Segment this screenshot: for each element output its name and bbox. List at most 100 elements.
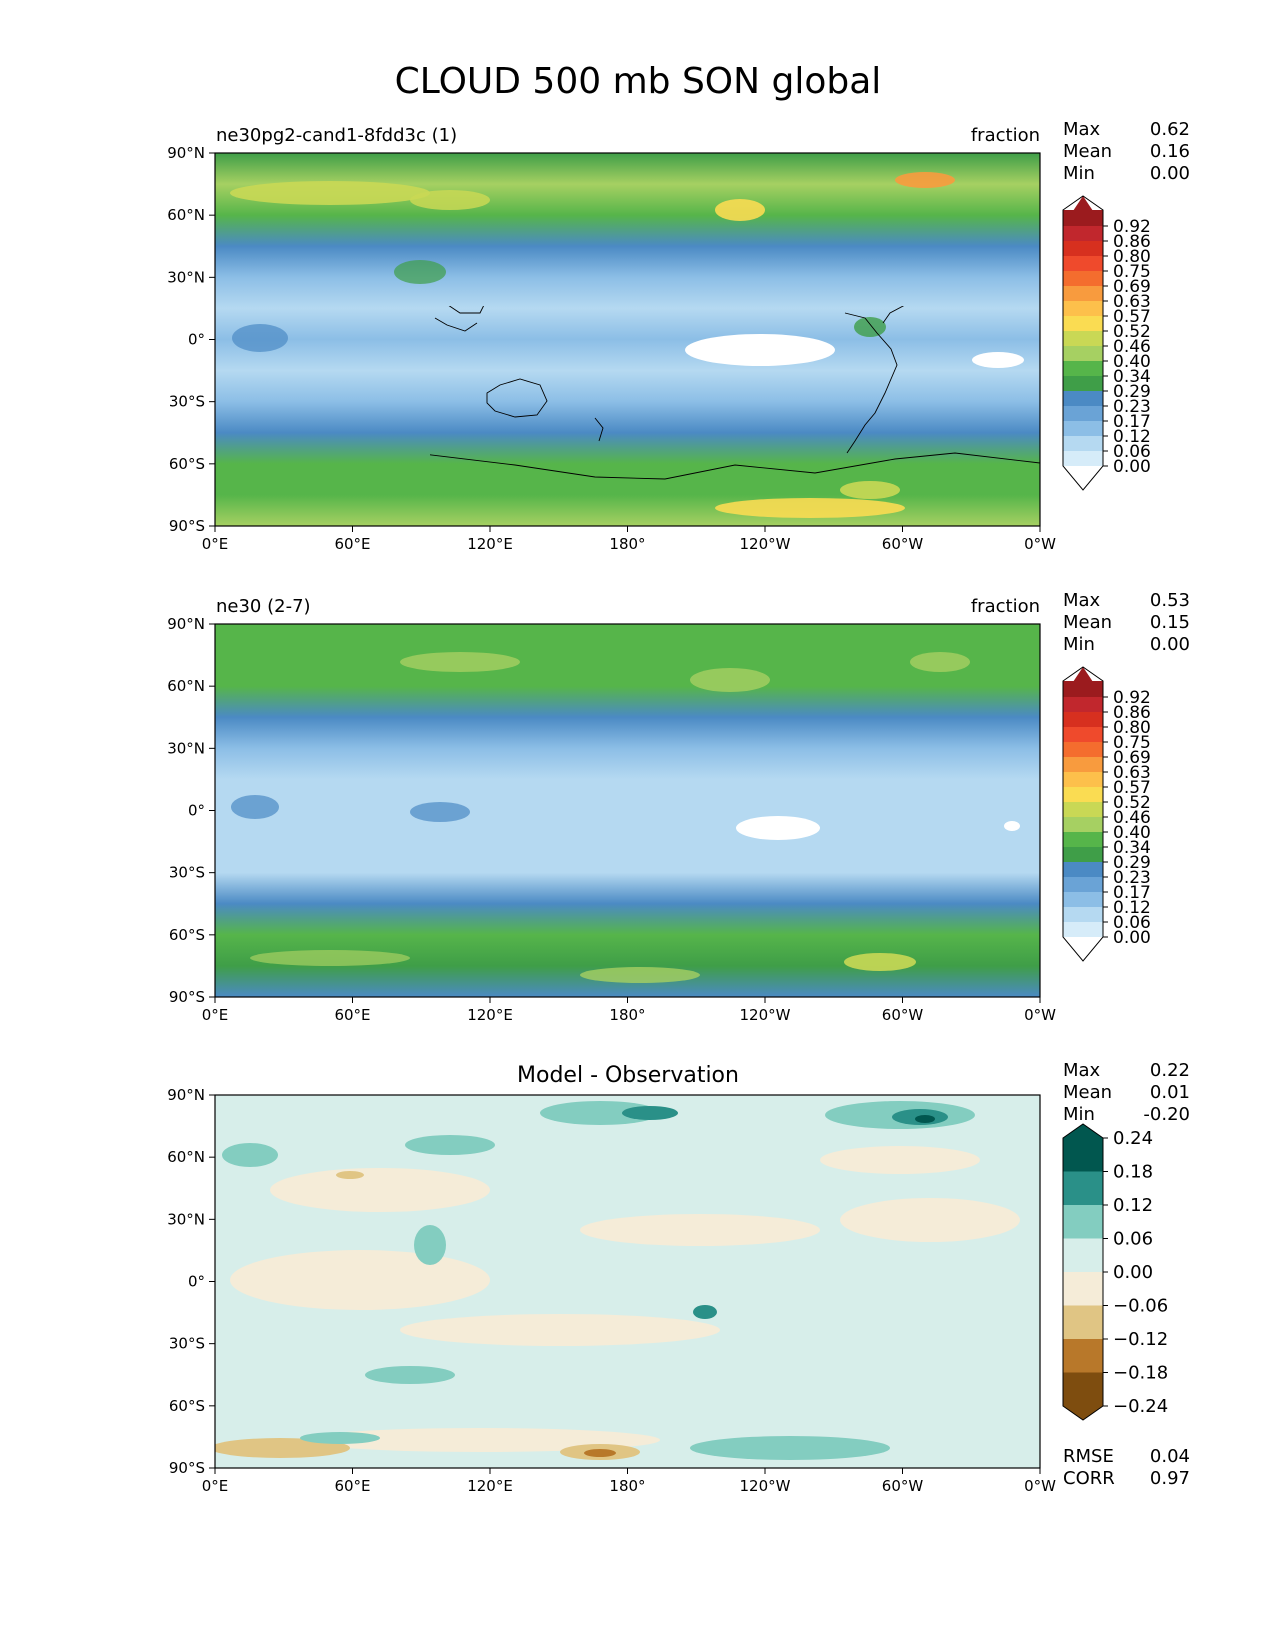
clear-patch [1004, 821, 1020, 831]
neg-patch [215, 1438, 350, 1458]
x-tick-label: 60°E [334, 535, 370, 553]
colorbar-label: 0.12 [1113, 1195, 1153, 1216]
colorbar-bin [1063, 742, 1103, 758]
colorbar-bin [1063, 226, 1103, 242]
colorbar-label: 0.23 [1113, 868, 1151, 888]
cloud-patch [844, 953, 916, 971]
panel-reference-features [231, 652, 1020, 983]
colorbar-bin [1063, 757, 1103, 773]
colorbar-bin [1063, 421, 1103, 437]
pos-patch [915, 1115, 935, 1123]
y-tick-label: 30°S [169, 864, 205, 882]
x-tick-label: 60°E [334, 1006, 370, 1024]
pos-patch [540, 1101, 660, 1125]
colorbar-label: 0.69 [1113, 277, 1151, 297]
colorbar-bin [1063, 391, 1103, 407]
colorbar-bin [1063, 301, 1103, 317]
coastlines [430, 306, 1041, 480]
colorbar-bin [1063, 1138, 1103, 1172]
cloud-patch [715, 498, 905, 518]
colorbar-label: 0.75 [1113, 733, 1151, 753]
stat-value: 0.16 [1150, 141, 1190, 162]
neg-patch [820, 1146, 980, 1174]
colorbar-bin [1063, 772, 1103, 788]
neg-patch [336, 1171, 364, 1179]
panel-model-title: ne30pg2-cand1-8fdd3c (1) [216, 125, 457, 146]
cloud-patch [910, 652, 970, 672]
colorbar-label: 0.57 [1113, 307, 1151, 327]
pos-patch [365, 1366, 455, 1384]
x-tick-label: 0°E [202, 1006, 229, 1024]
colorbar-bin [1063, 1272, 1103, 1306]
neg-patch [300, 1428, 660, 1452]
x-tick-label: 60°E [334, 1477, 370, 1495]
colorbar-label: 0.06 [1113, 913, 1151, 933]
neg-patch [584, 1449, 616, 1457]
colorbar-bin [1063, 241, 1103, 257]
panel-reference-field [215, 624, 1040, 997]
colorbar-label: 0.57 [1113, 778, 1151, 798]
cloud-patch [854, 317, 886, 337]
y-tick-label: 30°S [169, 393, 205, 411]
pos-patch [693, 1305, 717, 1319]
panel-difference-axes: 0°E 60°E 120°E 180° 120°W 60°W 0°W 90°N 60°N 30°N… [167, 1086, 1056, 1495]
pos-patch [300, 1432, 380, 1444]
colorbar-bin [1063, 256, 1103, 272]
pos-patch [405, 1135, 495, 1155]
cloud-patch [715, 199, 765, 221]
y-tick-label: 60°S [169, 1397, 205, 1415]
colorbar-bin [1063, 1205, 1103, 1239]
x-tick-label: 120°W [740, 1006, 791, 1024]
x-tick-label: 120°E [467, 1006, 513, 1024]
colorbar-label: 0.92 [1113, 217, 1151, 237]
panel-reference-stats: Max 0.53 Mean 0.15 Min 0.00 [1063, 590, 1190, 655]
extra-stat-label: RMSE [1063, 1446, 1114, 1467]
x-tick-label: 60°W [882, 1477, 924, 1495]
x-tick-label: 60°W [882, 535, 924, 553]
colorbar-bin [1063, 331, 1103, 347]
stat-label: Max [1063, 1060, 1101, 1081]
colorbar-bin [1063, 787, 1103, 803]
colorbar-label: 0.46 [1113, 808, 1151, 828]
panel-difference-features [215, 1101, 1020, 1460]
colorbar-bin [1063, 922, 1103, 938]
stat-value: -0.20 [1143, 1104, 1190, 1125]
colorbar-label: 0.46 [1113, 337, 1151, 357]
y-tick-label: 30°N [167, 739, 205, 757]
clear-patch [685, 334, 835, 366]
x-tick-label: 0°E [202, 535, 229, 553]
y-tick-label: 0° [188, 1273, 205, 1291]
panel-model-stats: Max 0.62 Mean 0.16 Min 0.00 [1063, 119, 1190, 184]
colorbar-label: 0.80 [1113, 718, 1151, 738]
cloud-patch [400, 652, 520, 672]
x-tick-label: 120°W [740, 1477, 791, 1495]
x-tick-label: 180° [609, 1006, 645, 1024]
colorbar-label: 0.40 [1113, 823, 1151, 843]
x-tick-label: 0°E [202, 1477, 229, 1495]
colorbar-label: 0.40 [1113, 352, 1151, 372]
stat-label: Max [1063, 590, 1101, 611]
y-tick-label: 90°N [167, 144, 205, 162]
pos-patch [222, 1143, 278, 1167]
colorbar-bin [1063, 862, 1103, 878]
colorbar-label: 0.00 [1113, 1262, 1153, 1283]
y-tick-label: 30°S [169, 1335, 205, 1353]
colorbar-bin [1063, 892, 1103, 908]
colorbar-bin [1063, 451, 1103, 467]
colorbar-label: 0.63 [1113, 292, 1151, 312]
colorbar-label: 0.86 [1113, 232, 1151, 252]
x-tick-label: 180° [609, 535, 645, 553]
panel-difference-title: Model - Observation [517, 1063, 739, 1088]
extra-stat-value: 0.97 [1150, 1468, 1190, 1489]
colorbar-label: 0.34 [1113, 838, 1151, 858]
panel-difference-extra-stats: RMSE 0.04 CORR 0.97 [1063, 1446, 1190, 1489]
y-tick-label: 90°N [167, 1086, 205, 1104]
colorbar-label: 0.12 [1113, 427, 1151, 447]
colorbar-bin [1063, 727, 1103, 743]
stat-value: 0.00 [1150, 634, 1190, 655]
colorbar-bin [1063, 1171, 1103, 1206]
panel-model-units: fraction [971, 125, 1040, 146]
panel-difference-stats: Max 0.22 Mean 0.01 Min -0.20 [1063, 1060, 1190, 1125]
stat-label: Mean [1063, 612, 1112, 633]
